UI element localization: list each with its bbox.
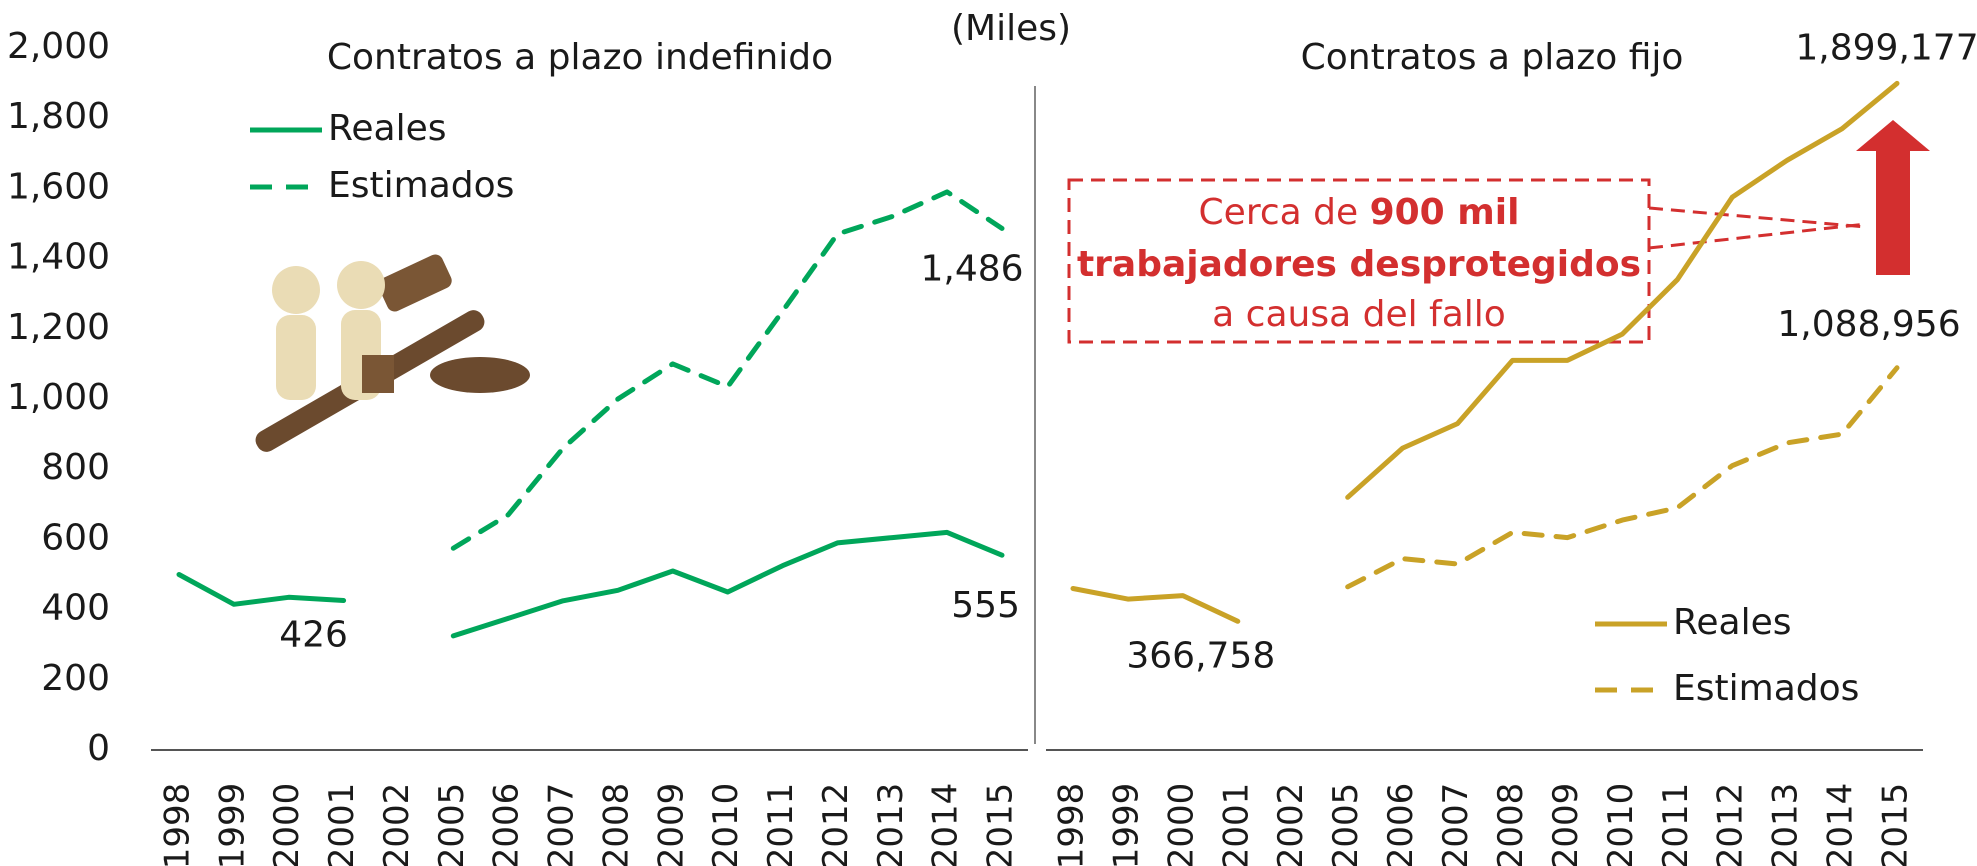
x-tick-label: 2012 [816, 783, 856, 866]
annotation-text: trabajadores desprotegidos [1077, 244, 1641, 285]
x-tick-label: 2012 [1711, 783, 1751, 866]
data-label: 366,758 [1126, 635, 1275, 676]
annotation-text: a causa del fallo [1212, 294, 1506, 335]
annotation-line: Cerca de 900 mil [1199, 192, 1520, 233]
x-tick-label: 2002 [1271, 783, 1311, 866]
x-tick-label: 2015 [1876, 783, 1916, 866]
chart-title: Contratos a plazo indefinido [327, 37, 833, 78]
legend-label: Reales [328, 108, 447, 149]
annotation: Cerca de 900 mil trabajadores desprotegi… [1067, 120, 1930, 344]
callout-line [1648, 206, 1867, 229]
x-tick-label: 2001 [1216, 783, 1256, 866]
y-tick-label: 400 [41, 588, 110, 629]
data-label: 426 [279, 614, 348, 655]
y-tick-label: 200 [41, 658, 110, 699]
y-tick-label: 800 [41, 447, 110, 488]
x-tick-label: 2005 [432, 783, 472, 866]
x-tick-label: 2000 [267, 783, 307, 866]
x-tick-label: 1999 [212, 783, 252, 866]
x-tick-label: 2005 [1326, 783, 1366, 866]
line [176, 529, 1005, 639]
clip-art [255, 254, 530, 452]
y-tick-label: 1,400 [7, 237, 110, 278]
arrow [1856, 120, 1930, 275]
y-tick-label: 0 [87, 728, 110, 769]
x-tick-label: 2000 [1161, 783, 1201, 866]
unit-label: (Miles) [951, 8, 1071, 49]
y-tick-label: 1,600 [7, 166, 110, 207]
callout-line [1648, 222, 1867, 250]
x-tick-label: 2011 [1656, 783, 1696, 866]
data-label: 1,088,956 [1777, 304, 1960, 345]
x-tick-label: 2013 [1766, 783, 1806, 866]
line [1070, 80, 1900, 624]
x-tick-label: 2015 [981, 783, 1021, 866]
y-tick-label: 1,200 [7, 307, 110, 348]
y-tick-label: 1,800 [7, 96, 110, 137]
x-tick-label: 2014 [926, 783, 966, 866]
x-tick-label: 2011 [761, 783, 801, 866]
x-tick-label: 2008 [596, 783, 636, 866]
x-tick-label: 1998 [158, 783, 198, 866]
x-tick-label: 2001 [322, 783, 362, 866]
data-label: 1,899,177 [1795, 27, 1977, 68]
annotation-text: 900 mil [1370, 192, 1520, 233]
y-tick-label: 1,000 [7, 377, 110, 418]
x-tick-label: 2009 [1546, 783, 1586, 866]
x-tick-label: 1998 [1052, 783, 1092, 866]
x-tick-label: 2007 [1436, 783, 1476, 866]
legend-label: Reales [1673, 602, 1792, 643]
x-tick-label: 2007 [542, 783, 582, 866]
x-tick-label: 1999 [1106, 783, 1146, 866]
data-label: 1,486 [920, 248, 1023, 289]
data-label: 555 [951, 585, 1020, 626]
chart-title: Contratos a plazo fijo [1301, 37, 1684, 78]
legend-label: Estimados [1673, 668, 1859, 709]
x-tick-label: 2006 [487, 783, 527, 866]
x-tick-label: 2013 [871, 783, 911, 866]
x-tick-label: 2010 [706, 783, 746, 866]
line [1345, 365, 1900, 590]
y-tick-label: 2,000 [7, 26, 110, 67]
x-tick-label: 2009 [651, 783, 691, 866]
line [450, 189, 1005, 551]
annotation-box [1067, 178, 1651, 344]
y-tick-label: 600 [41, 517, 110, 558]
x-tick-label: 2014 [1821, 783, 1861, 866]
x-tick-label: 2006 [1381, 783, 1421, 866]
x-tick-label: 2002 [377, 783, 417, 866]
legend-label: Estimados [328, 165, 514, 206]
x-tick-label: 2008 [1491, 783, 1531, 866]
x-tick-label: 2010 [1601, 783, 1641, 866]
annotation-text: Cerca de [1199, 192, 1370, 233]
